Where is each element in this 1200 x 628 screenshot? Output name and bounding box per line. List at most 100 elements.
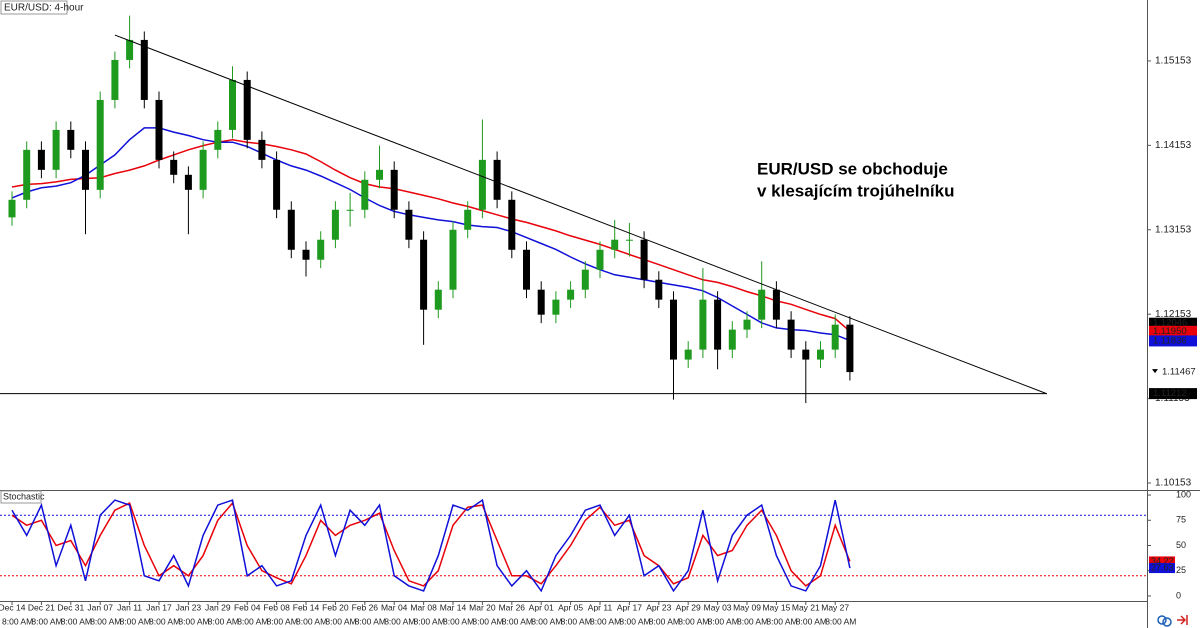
candle-body (537, 289, 545, 315)
candle-body (37, 149, 45, 170)
x-time-label: 8:00 AM (619, 616, 650, 626)
candle-body (331, 209, 339, 240)
price-tag (1149, 388, 1197, 400)
price-tag (1149, 325, 1197, 337)
x-time-label: 8:00 AM (296, 616, 327, 626)
candle-body (434, 289, 442, 310)
candle-body (714, 299, 722, 350)
candle-body (184, 174, 192, 190)
price-tag-label: 1.11950 (1153, 326, 1187, 337)
candle-body (699, 299, 707, 350)
price-tag-label: 1.11467 (1162, 367, 1196, 378)
x-tick-label: Dec 31 (57, 602, 84, 612)
x-tick-label: May 15 (762, 602, 790, 612)
x-tick-label: May 27 (821, 602, 849, 612)
price-tag (1149, 335, 1197, 347)
value-tag (1149, 563, 1175, 574)
candle-body (802, 349, 810, 360)
price-tag (1149, 366, 1197, 378)
title-box (0, 0, 68, 15)
price-tag-label: 1.11212 (1153, 388, 1187, 399)
plot-area (0, 15, 1147, 593)
x-tick-label: Dec 21 (28, 602, 55, 612)
x-time-label: 8:00 AM (561, 616, 592, 626)
x-tick-label: May 21 (792, 602, 820, 612)
line-series (11, 498, 851, 593)
x-time-label: 8:00 AM (31, 616, 62, 626)
x-time-label: 8:00 AM (61, 616, 92, 626)
x-time-label: 8:00 AM (590, 616, 621, 626)
y-tick-label: 1.10153 (1155, 478, 1192, 489)
candle-body (82, 149, 89, 190)
candle-body (552, 299, 560, 315)
candle-body (23, 149, 31, 200)
candle-body (464, 209, 472, 230)
y-tick-label: 1.13153 (1155, 224, 1192, 235)
x-time-label: 8:00 AM (267, 616, 298, 626)
price-tag (1149, 317, 1197, 329)
x-tick-label: Apr 29 (676, 602, 701, 612)
annotation: EUR/USD se obchoduje (757, 159, 948, 178)
x-tick-label: Dec 14 (0, 602, 26, 612)
x-tick-label: Mar 20 (469, 602, 496, 612)
value-tag-label: 34.22 (1151, 556, 1174, 566)
candle-body (111, 59, 119, 100)
y-tick-label: 0 (1176, 590, 1181, 600)
candle-body (772, 289, 780, 320)
icon[interactable] (1177, 615, 1188, 625)
candle-body (243, 79, 251, 140)
candle-body (596, 249, 604, 270)
x-time-label: 8:00 AM (355, 616, 386, 626)
toolbar-icons[interactable] (1157, 615, 1188, 627)
trendline (114, 34, 1048, 395)
candle-body (140, 39, 148, 100)
x-time-label: 8:00 AM (325, 616, 356, 626)
y-tick-label: 25 (1176, 565, 1186, 575)
candle-body (229, 79, 236, 130)
x-tick-label: Jan 07 (87, 602, 113, 612)
title-box (0, 490, 42, 504)
x-time-label: 8:00 AM (502, 616, 533, 626)
candle-body (846, 324, 854, 373)
candle-body (743, 319, 751, 330)
annotation: v klesajícím trojúhelníku (757, 181, 954, 200)
candle-body (361, 179, 369, 210)
value-tag (1149, 556, 1175, 567)
x-time-label: 8:00 AM (766, 616, 797, 626)
x-tick-label: Feb 04 (234, 602, 261, 612)
x-tick-label: Mar 14 (440, 602, 467, 612)
candle-body (493, 159, 501, 200)
candle-body (8, 199, 16, 218)
x-time-label: 8:00 AM (737, 616, 768, 626)
x-tick-label: Jan 11 (117, 602, 142, 612)
candle-body (126, 39, 134, 60)
y-tick-label: 1.12153 (1155, 309, 1192, 320)
x-time-label: 8:00 AM (708, 616, 739, 626)
x-time-label: 8:00 AM (237, 616, 268, 626)
x-tick-label: Apr 17 (617, 602, 642, 612)
x-time-label: 8:00 AM (825, 616, 856, 626)
candle-body (758, 289, 766, 320)
candle-body (478, 159, 486, 210)
x-tick-label: Apr 01 (529, 602, 554, 612)
y-tick-label: 75 (1176, 515, 1186, 525)
candle-body (317, 239, 325, 260)
x-tick-label: Mar 26 (499, 602, 526, 612)
candle-body (684, 349, 692, 360)
x-time-label: 8:00 AM (2, 616, 33, 626)
x-tick-label: Mar 08 (410, 602, 437, 612)
candle-body (67, 129, 75, 150)
x-time-label: 8:00 AM (472, 616, 503, 626)
icon[interactable] (1162, 617, 1172, 627)
x-time-label: 8:00 AM (178, 616, 209, 626)
icon[interactable] (1157, 615, 1167, 625)
candle-body (155, 99, 163, 160)
candle-body (567, 289, 575, 300)
candle-body (640, 239, 648, 280)
candle-body (287, 209, 295, 250)
candle-body (96, 99, 104, 190)
candle-body (258, 139, 266, 160)
x-time-label: 8:00 AM (384, 616, 415, 626)
x-time-label: 8:00 AM (149, 616, 180, 626)
